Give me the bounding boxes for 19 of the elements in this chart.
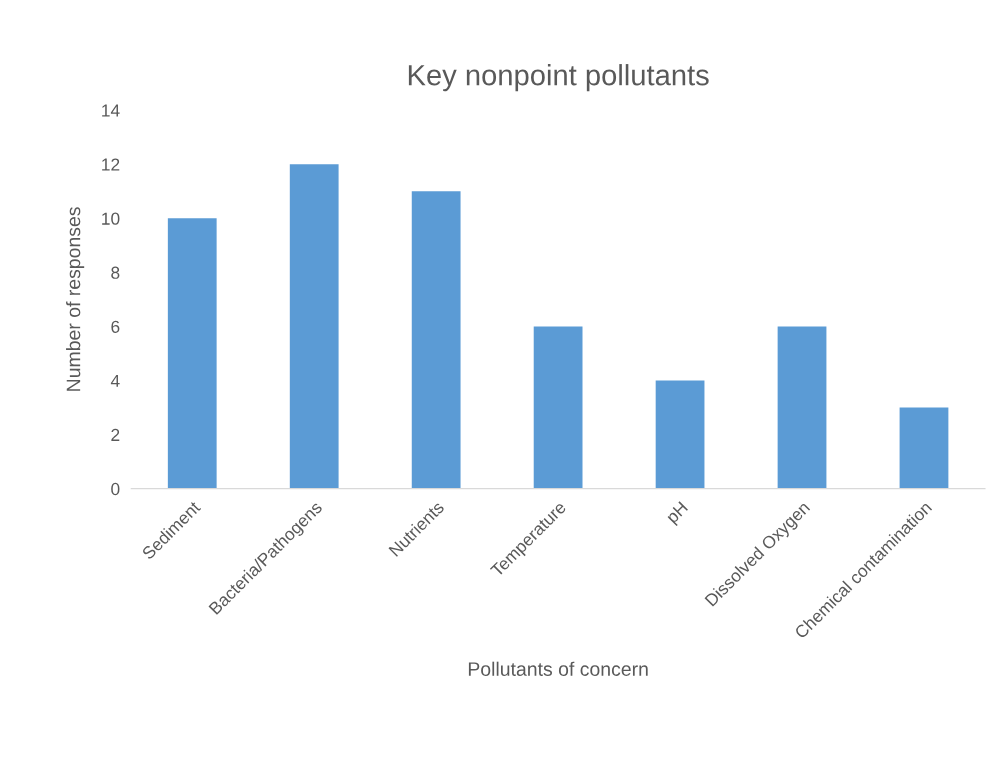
y-tick-label: 12 (102, 158, 120, 171)
y-axis-title: Number of responses (66, 207, 85, 391)
bar (411, 191, 461, 489)
y-tick-label: 2 (111, 428, 120, 441)
y-tick-label: 10 (102, 212, 120, 225)
bar (899, 407, 949, 489)
chart-title: Key nonpoint pollutants (408, 64, 709, 92)
bar (777, 326, 827, 489)
y-tick-label: 6 (111, 320, 120, 333)
x-tick-label: pH (665, 501, 691, 527)
y-tick-label: 8 (111, 266, 120, 279)
bar (533, 326, 583, 489)
y-tick-label: 14 (102, 104, 120, 117)
bar (167, 218, 217, 489)
x-axis-title: Pollutants of concern (468, 661, 648, 676)
y-tick-label: 0 (111, 482, 120, 496)
bar (289, 164, 339, 489)
y-tick-label: 4 (110, 374, 120, 387)
bar (655, 380, 705, 489)
